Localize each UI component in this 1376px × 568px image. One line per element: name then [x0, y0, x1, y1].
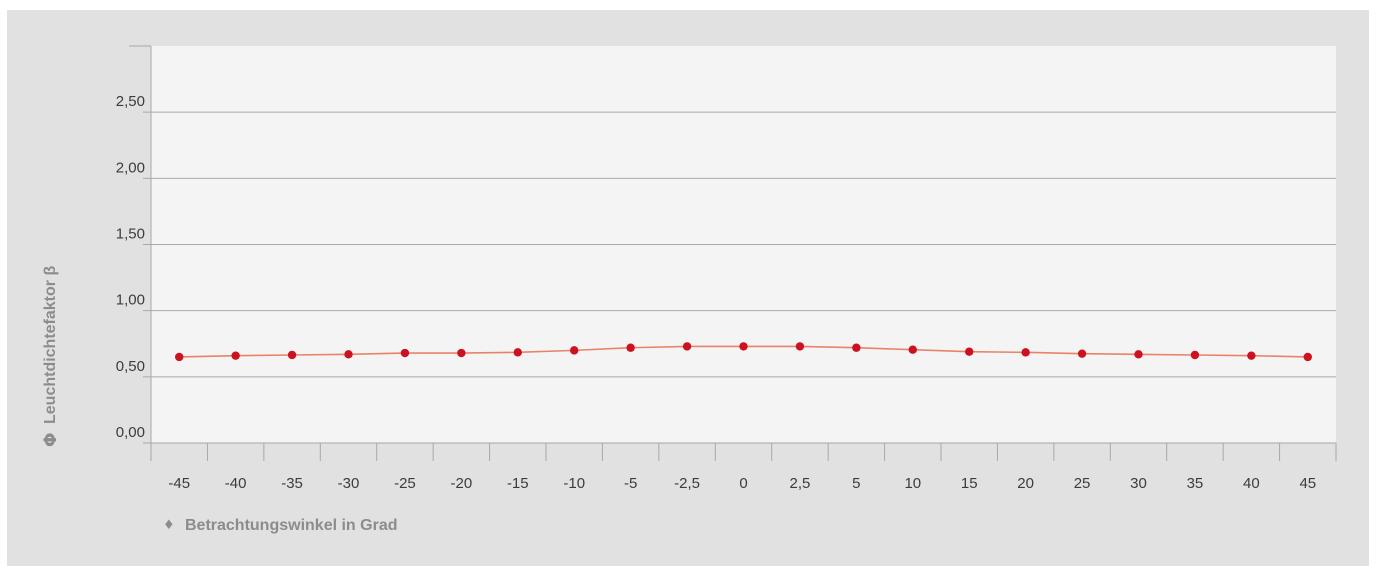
- y-tick-label: 2,50: [116, 93, 145, 110]
- x-axis-title-marker: ♦: [163, 518, 175, 533]
- x-tick-labels: -45 -40 -35 -30 -25 -20 -15 -10 -5 -2,5 0 2,5 5 10 15 2…: [168, 475, 1316, 492]
- axes: [129, 45, 1337, 461]
- x-tick-label: -5: [624, 475, 637, 492]
- y-tick-label: 0,50: [116, 358, 145, 375]
- chart: 0,000,501,001,502,002,50 -45 -40 -35 -30 -25…: [41, 45, 1337, 534]
- x-tick-label: -20: [451, 475, 473, 492]
- data-point: [231, 351, 240, 360]
- y-axis-title-group: Φ Leuchtdichtefaktor β: [41, 266, 61, 447]
- data-point: [513, 348, 522, 357]
- data-point: [1021, 348, 1030, 357]
- x-tick-label: -30: [338, 475, 360, 492]
- data-point: [682, 342, 692, 351]
- y-tick-label: 0,00: [116, 424, 145, 441]
- y-axis-title: Leuchtdichtefaktor β: [42, 266, 59, 424]
- x-tick-label: 45: [1299, 475, 1316, 492]
- x-tick-label: 0: [739, 475, 747, 492]
- x-tick-label: 40: [1243, 475, 1260, 492]
- series-group: [175, 342, 1312, 362]
- data-point: [1077, 349, 1087, 358]
- y-tick-label: 1,50: [116, 226, 145, 243]
- x-tick-label: 35: [1187, 475, 1204, 492]
- data-point: [1303, 352, 1312, 362]
- x-tick-label: 25: [1074, 475, 1091, 492]
- data-point: [1190, 350, 1200, 360]
- data-point: [1134, 350, 1143, 359]
- x-tick-label: 15: [961, 475, 978, 492]
- x-tick-label: -25: [394, 475, 416, 492]
- x-tick-label: 5: [852, 475, 860, 492]
- gridlines: [143, 111, 1336, 444]
- x-tick-label: -45: [168, 475, 190, 492]
- data-point: [1247, 351, 1256, 360]
- data-point: [400, 348, 410, 358]
- x-tick-label: 20: [1017, 475, 1034, 492]
- y-tick-label: 1,00: [116, 292, 145, 309]
- data-point: [287, 350, 297, 360]
- x-tick-label: -35: [281, 475, 303, 492]
- y-tick-label: 2,00: [116, 159, 145, 176]
- data-point: [344, 350, 353, 359]
- data-point: [570, 346, 579, 355]
- x-tick-label: -15: [507, 475, 529, 492]
- x-tick-label: -10: [563, 475, 585, 492]
- x-tick-label: -2,5: [674, 475, 700, 492]
- data-point: [739, 342, 748, 351]
- data-point: [175, 352, 184, 362]
- data-point: [457, 348, 466, 358]
- y-tick-labels: 0,00 0,50 1,00 1,50 2,00 2,50: [116, 93, 145, 441]
- data-point: [908, 345, 917, 354]
- x-tick-label: 30: [1130, 475, 1147, 492]
- x-tick-label: 2,5: [789, 475, 810, 492]
- x-tick-label: -40: [225, 475, 247, 492]
- data-point: [852, 343, 861, 352]
- data-point: [795, 342, 805, 351]
- data-point: [965, 347, 974, 356]
- x-axis-title: Betrachtungswinkel in Grad: [185, 517, 397, 534]
- chart-frame: 0,00 0,50 1,00 1,50 2,00 2,50 -45 -40 -35 -30 -25…: [7, 10, 1369, 566]
- data-point: [626, 343, 635, 352]
- y-axis-title-marker: Φ: [41, 433, 61, 447]
- x-tick-label: 10: [904, 475, 921, 492]
